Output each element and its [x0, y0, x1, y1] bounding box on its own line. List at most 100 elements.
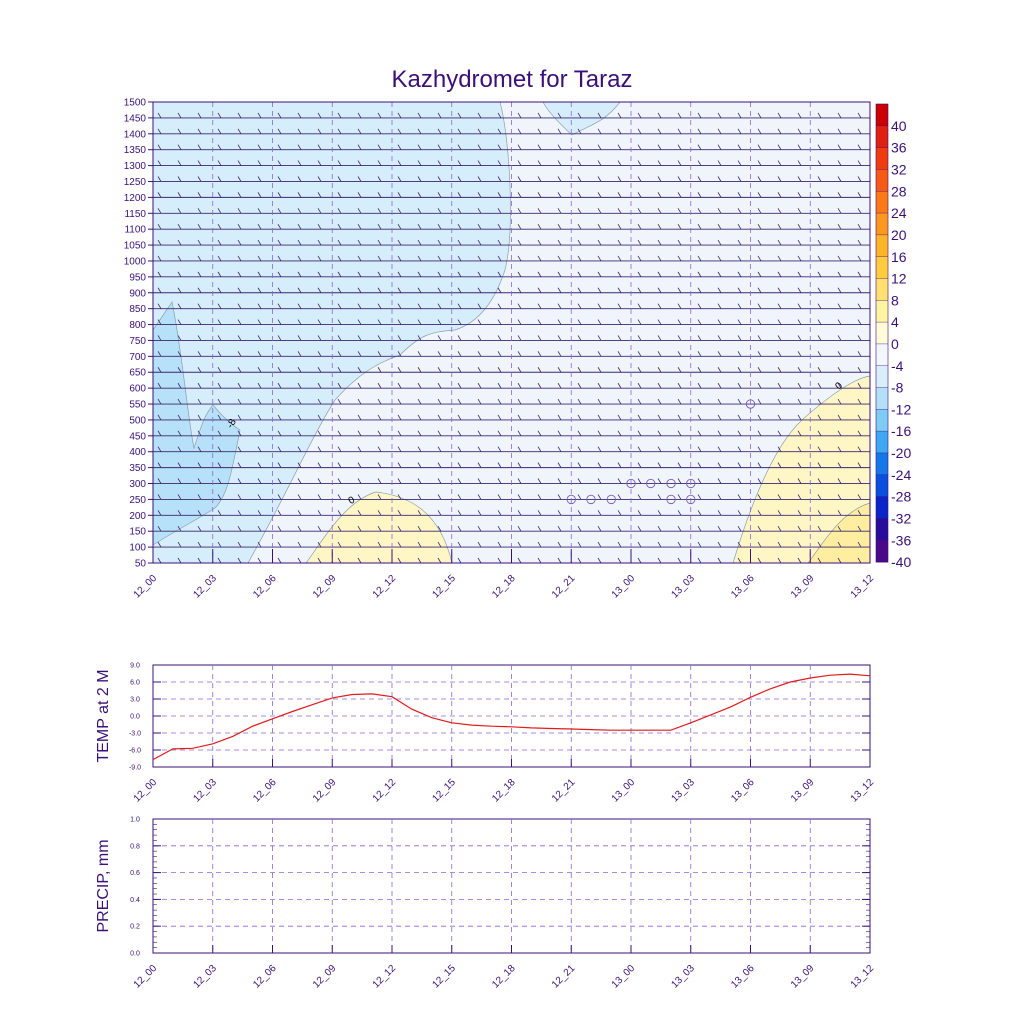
wind-barb — [337, 414, 342, 421]
wind-barb — [517, 255, 522, 262]
wind-barb — [237, 303, 242, 309]
wind-barb — [497, 557, 502, 563]
wind-barb — [377, 398, 382, 405]
wind-barb — [577, 557, 582, 563]
wind-barb — [617, 303, 622, 309]
wind-barb — [777, 367, 782, 373]
wind-barb — [677, 223, 682, 230]
wind-barb — [157, 414, 162, 421]
wind-barb — [617, 287, 622, 293]
wind-barb — [737, 176, 742, 182]
wind-barb — [457, 192, 462, 198]
wind-barb — [797, 112, 802, 119]
wind-barb — [377, 557, 382, 563]
y-tick-label: 1400 — [124, 129, 147, 140]
wind-barb — [517, 192, 522, 198]
wind-barb — [577, 367, 582, 373]
wind-barb — [217, 494, 222, 500]
wind-barb — [377, 112, 382, 119]
wind-barb — [477, 176, 482, 182]
wind-barb — [477, 208, 482, 214]
wind-barb — [277, 398, 282, 405]
colorbar-label: -4 — [891, 358, 904, 374]
wind-barb — [437, 128, 442, 134]
wind-barb — [437, 192, 442, 198]
wind-barb — [317, 494, 322, 500]
wind-barb — [757, 208, 762, 214]
wind-barb — [357, 557, 362, 563]
wind-barb — [637, 112, 642, 119]
wind-barb — [797, 335, 802, 341]
temperature-line — [152, 673, 871, 761]
wind-barb — [857, 557, 862, 563]
wind-barb — [477, 319, 482, 325]
wind-barb — [357, 239, 362, 246]
wind-barb — [817, 367, 822, 373]
wind-barb — [217, 208, 222, 214]
wind-barb — [537, 239, 542, 246]
wind-barb — [217, 239, 222, 246]
wind-barb — [477, 541, 482, 548]
wind-barb — [817, 112, 822, 119]
wind-barb — [597, 430, 602, 437]
wind-barb — [677, 446, 682, 452]
wind-barb — [417, 462, 422, 468]
wind-barb — [377, 351, 382, 357]
precip-panel: 1.0 0.8 0.6 0.4 0.2 0.0 12_00 12_03 12_06 12_09 1… — [95, 817, 876, 991]
wind-barb — [557, 319, 562, 325]
wind-barb — [377, 367, 382, 373]
wind-barb — [497, 335, 502, 341]
wind-barb — [257, 192, 262, 198]
wind-barb — [397, 478, 402, 484]
wind-barb — [657, 319, 662, 325]
wind-barb — [837, 335, 842, 341]
wind-barb — [177, 462, 182, 468]
wind-barb — [677, 112, 682, 119]
wind-barb — [697, 128, 702, 134]
wind-barb — [557, 541, 562, 548]
wind-barb — [837, 192, 842, 198]
wind-barb — [857, 303, 862, 309]
wind-barb — [477, 112, 482, 119]
wind-barb — [637, 319, 642, 325]
colorbar-bin — [876, 474, 888, 497]
wind-barb — [757, 430, 762, 437]
wind-barb — [537, 541, 542, 548]
wind-barb — [397, 176, 402, 182]
wind-barb — [597, 398, 602, 405]
wind-barb — [177, 335, 182, 341]
wind-barb — [837, 208, 842, 214]
wind-barb — [597, 541, 602, 548]
wind-barb — [517, 335, 522, 341]
wind-barb — [337, 144, 342, 150]
cross-section-panel: -800 15001450140013501300125012001150110… — [124, 98, 912, 601]
wind-barb — [377, 223, 382, 230]
wind-barb — [477, 367, 482, 373]
wind-barb — [337, 128, 342, 134]
wind-barb — [737, 303, 742, 309]
colorbar-bin — [876, 409, 888, 432]
wind-barb — [837, 160, 842, 166]
calm-circle — [686, 478, 696, 489]
wind-barb — [317, 176, 322, 182]
wind-barb — [237, 176, 242, 182]
wind-barb — [317, 510, 322, 516]
wind-barb — [317, 271, 322, 278]
wind-barb — [457, 319, 462, 325]
wind-barb — [357, 510, 362, 516]
wind-barb — [277, 526, 282, 532]
wind-barb — [277, 446, 282, 452]
wind-barb — [337, 382, 342, 389]
x-tick-label: 13_06 — [729, 573, 757, 601]
wind-barb — [557, 176, 562, 182]
wind-barb — [517, 541, 522, 548]
wind-barb — [557, 223, 562, 230]
wind-barb — [797, 430, 802, 437]
wind-barb — [537, 430, 542, 437]
wind-barb — [197, 287, 202, 293]
wind-barb — [237, 335, 242, 341]
wind-barb — [160, 102, 161, 103]
wind-barb — [817, 510, 822, 516]
wind-barb — [637, 144, 642, 150]
